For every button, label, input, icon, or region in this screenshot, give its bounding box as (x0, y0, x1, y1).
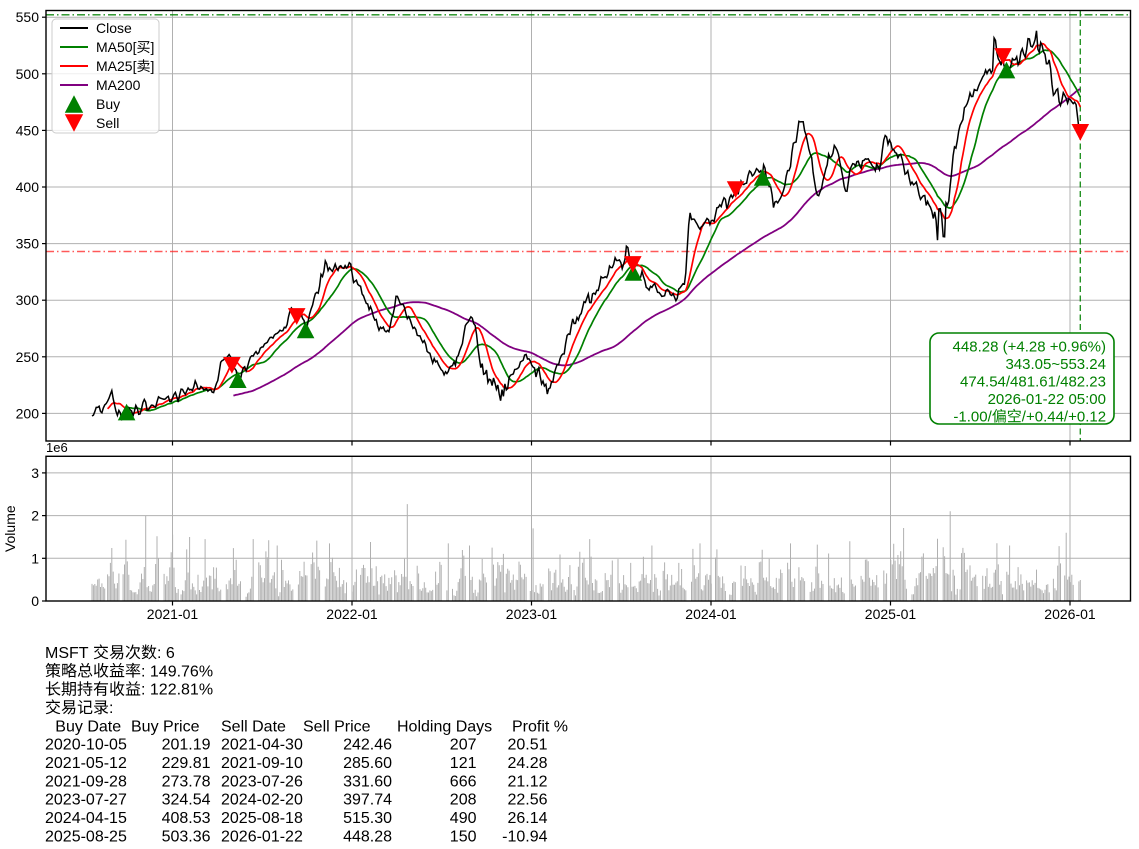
svg-text:Holding Days: Holding Days (397, 718, 492, 735)
svg-text:490: 490 (450, 810, 477, 827)
svg-text:515.30: 515.30 (343, 810, 392, 827)
svg-text:Sell: Sell (96, 115, 119, 131)
svg-text:: 149.76%: : 149.76% (141, 663, 213, 680)
svg-text:]: ] (151, 58, 155, 74)
svg-text:Profit %: Profit % (512, 718, 568, 735)
svg-text:207: 207 (450, 737, 477, 754)
svg-text:474.54/481.61/482.23: 474.54/481.61/482.23 (960, 374, 1106, 391)
svg-text:2025-08-18: 2025-08-18 (221, 810, 303, 827)
svg-text:448.28: 448.28 (343, 828, 392, 845)
svg-text:2026-01-22 05:00: 2026-01-22 05:00 (988, 391, 1106, 408)
svg-text:343.05~553.24: 343.05~553.24 (1005, 356, 1106, 373)
svg-text:408.53: 408.53 (162, 810, 211, 827)
svg-text:Sell Date: Sell Date (221, 718, 286, 735)
svg-text:3: 3 (31, 465, 39, 481)
svg-text:2023-07-27: 2023-07-27 (45, 792, 127, 809)
svg-text:666: 666 (450, 773, 477, 790)
svg-text:20.51: 20.51 (507, 737, 547, 754)
svg-text:MSFT: MSFT (45, 645, 89, 662)
svg-text:Volume: Volume (2, 505, 18, 552)
svg-text:/+0.44/+0.12: /+0.44/+0.12 (1022, 409, 1106, 426)
svg-text:450: 450 (16, 122, 40, 138)
svg-text:MA200: MA200 (96, 77, 141, 93)
svg-text:2024-04-15: 2024-04-15 (45, 810, 127, 827)
svg-text:2023-07-26: 2023-07-26 (221, 773, 303, 790)
svg-text:MA25[: MA25[ (96, 58, 137, 74)
svg-text:229.81: 229.81 (162, 755, 211, 772)
svg-text:350: 350 (16, 236, 40, 252)
svg-text:2: 2 (31, 508, 39, 524)
svg-text:2020-10-05: 2020-10-05 (45, 737, 127, 754)
svg-text:: 6: : 6 (157, 645, 175, 662)
svg-text:150: 150 (450, 828, 477, 845)
svg-text:-10.94: -10.94 (502, 828, 547, 845)
svg-text:2025-01: 2025-01 (865, 606, 917, 622)
svg-text:2024-01: 2024-01 (685, 606, 737, 622)
svg-text:]: ] (151, 39, 155, 55)
svg-text:2022-01: 2022-01 (326, 606, 378, 622)
svg-text:0: 0 (31, 593, 39, 609)
svg-text:2021-01: 2021-01 (147, 606, 199, 622)
svg-text:2026-01: 2026-01 (1044, 606, 1096, 622)
svg-text:503.36: 503.36 (162, 828, 211, 845)
svg-text:273.78: 273.78 (162, 773, 211, 790)
svg-text:400: 400 (16, 179, 40, 195)
svg-text:2024-02-20: 2024-02-20 (221, 792, 303, 809)
svg-text:500: 500 (16, 66, 40, 82)
svg-text:208: 208 (450, 792, 477, 809)
svg-text:1e6: 1e6 (46, 440, 68, 455)
svg-text:MA50[: MA50[ (96, 39, 137, 55)
svg-text:285.60: 285.60 (343, 755, 392, 772)
svg-text:2021-09-28: 2021-09-28 (45, 773, 127, 790)
svg-text:121: 121 (450, 755, 477, 772)
svg-text:2021-05-12: 2021-05-12 (45, 755, 127, 772)
svg-text:397.74: 397.74 (343, 792, 392, 809)
svg-text:324.54: 324.54 (162, 792, 211, 809)
svg-text:2026-01-22: 2026-01-22 (221, 828, 303, 845)
svg-text:Close: Close (96, 20, 132, 36)
svg-text:22.56: 22.56 (507, 792, 547, 809)
svg-text:550: 550 (16, 9, 40, 25)
svg-text:Buy: Buy (96, 96, 120, 112)
svg-text:Sell Price: Sell Price (303, 718, 371, 735)
svg-text:250: 250 (16, 349, 40, 365)
svg-text:: 122.81%: : 122.81% (141, 682, 213, 699)
svg-text:2025-08-25: 2025-08-25 (45, 828, 127, 845)
svg-text:300: 300 (16, 292, 40, 308)
svg-text:2021-04-30: 2021-04-30 (221, 737, 303, 754)
svg-text:26.14: 26.14 (507, 810, 547, 827)
svg-text:2021-09-10: 2021-09-10 (221, 755, 303, 772)
svg-text:Buy Date: Buy Date (55, 718, 121, 735)
svg-text:Buy Price: Buy Price (131, 718, 200, 735)
svg-text:201.19: 201.19 (162, 737, 211, 754)
svg-text:200: 200 (16, 405, 40, 421)
svg-text:24.28: 24.28 (507, 755, 547, 772)
svg-text:21.12: 21.12 (507, 773, 547, 790)
svg-text:2023-01: 2023-01 (506, 606, 558, 622)
svg-text::: : (109, 700, 113, 717)
svg-text:-1.00/: -1.00/ (953, 409, 992, 426)
svg-text:242.46: 242.46 (343, 737, 392, 754)
svg-text:1: 1 (31, 550, 39, 566)
svg-text:448.28 (+4.28 +0.96%): 448.28 (+4.28 +0.96%) (953, 339, 1106, 356)
svg-text:331.60: 331.60 (343, 773, 392, 790)
